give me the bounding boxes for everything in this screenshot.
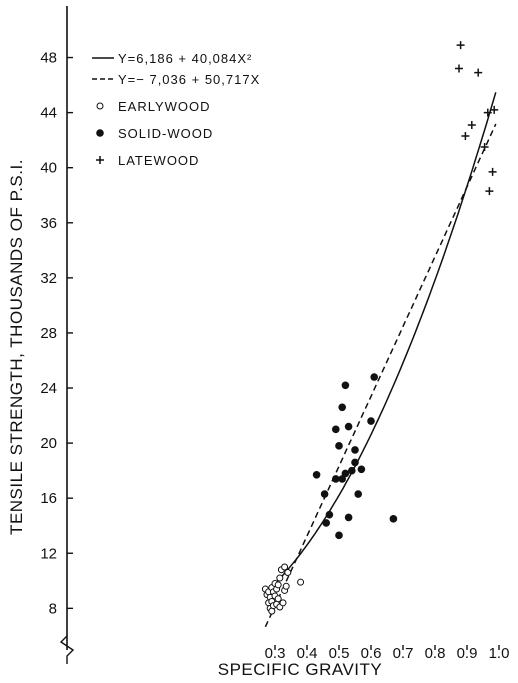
solid-wood-point: [367, 417, 375, 425]
solid-wood-point: [325, 510, 334, 519]
solid-wood-point: [332, 475, 340, 483]
earlywood-point: [274, 581, 282, 589]
x-tick-label: 0.6: [361, 645, 382, 662]
y-tick-label: 28: [40, 325, 57, 342]
y-ticks: 8 12 16 20 24 28 32 36 40 44 48: [40, 50, 73, 617]
series-solid-wood: [312, 373, 398, 540]
y-tick-label: 32: [40, 270, 57, 287]
y-tick-label: 40: [40, 160, 57, 177]
x-axis: 0.3 0.4 0.5 0.6 0.7 0.8 0.9 1.0 SPECIFIC GRAVIT…: [218, 645, 510, 679]
y-tick-label: 12: [40, 545, 57, 562]
solid-wood-point: [322, 519, 331, 527]
solid-wood-point: [354, 490, 363, 498]
solid-wood-point: [341, 381, 350, 390]
y-tick-label: 36: [40, 215, 57, 232]
latewood-point: [456, 41, 465, 50]
earlywood-point: [279, 599, 287, 607]
legend-curve-label: Y=6,186 + 40,084X²: [118, 51, 252, 66]
solid-wood-point: [370, 373, 379, 381]
quadratic-fit-curve: [264, 92, 497, 594]
y-axis-title: TENSILE STRENGTH, THOUSANDS OF P.S.I.: [7, 159, 26, 535]
x-tick-label: 1.0: [489, 645, 510, 662]
solid-wood-point: [341, 469, 350, 478]
latewood-point: [455, 64, 463, 73]
solid-wood-point: [348, 466, 356, 475]
x-tick-label: 0.5: [329, 645, 350, 662]
solid-wood-point: [357, 465, 366, 474]
latewood-point: [467, 121, 476, 130]
legend-marker: [96, 129, 104, 137]
series-earlywood: [261, 563, 305, 615]
latewood-point: [483, 108, 492, 117]
solid-wood-point: [344, 513, 353, 522]
linear-fit-line: [264, 123, 497, 628]
y-tick-label: 24: [40, 380, 57, 397]
legend-marker: [96, 156, 104, 164]
y-tick-label: 16: [40, 490, 57, 507]
solid-wood-point: [351, 458, 359, 467]
series-latewood: [455, 41, 499, 196]
solid-wood-point: [389, 515, 398, 523]
latewood-point: [488, 167, 497, 176]
solid-wood-point: [332, 425, 340, 434]
y-axis: 8 12 16 20 24 28 32 36 40 44 48 TENSILE STRENGTH, …: [7, 6, 75, 664]
x-tick-label: 0.4: [297, 645, 318, 662]
legend: Y=6,186 + 40,084X² Y=− 7,036 + 50,717X EAR…: [92, 51, 260, 168]
solid-wood-point: [335, 531, 343, 540]
y-tick-label: 8: [49, 600, 57, 617]
solid-wood-point: [344, 422, 353, 431]
solid-wood-point: [338, 475, 347, 483]
y-axis-break: [59, 635, 75, 664]
solid-wood-point: [320, 490, 329, 498]
x-tick-label: 0.9: [457, 645, 478, 662]
earlywood-point: [282, 582, 290, 590]
y-tick-label: 20: [40, 435, 57, 452]
latewood-point: [490, 105, 499, 114]
earlywood-point: [297, 578, 305, 586]
legend-marker: [96, 102, 104, 110]
data-markers: [261, 41, 499, 615]
latewood-point: [485, 187, 494, 196]
solid-wood-point: [312, 470, 321, 479]
solid-wood-point: [335, 442, 343, 450]
legend-series-label: EARLYWOOD: [118, 99, 211, 114]
x-ticks: 0.3 0.4 0.5 0.6 0.7 0.8 0.9 1.0: [265, 645, 510, 662]
earlywood-point: [274, 595, 282, 603]
latewood-point: [474, 68, 483, 77]
latewood-point: [480, 143, 489, 152]
x-tick-label: 0.3: [265, 645, 286, 662]
legend-series-label: LATEWOOD: [118, 153, 199, 168]
solid-wood-point: [351, 446, 359, 454]
earlywood-point: [281, 563, 289, 571]
latewood-point: [461, 132, 470, 141]
x-axis-title: SPECIFIC GRAVITY: [218, 660, 383, 679]
solid-wood-point: [338, 403, 347, 412]
fit-curves: [264, 92, 497, 628]
earlywood-point: [276, 574, 284, 582]
earlywood-point: [284, 569, 292, 577]
x-tick-label: 0.8: [425, 645, 446, 662]
y-tick-label: 44: [40, 105, 57, 122]
x-tick-label: 0.7: [393, 645, 414, 662]
legend-curve-label: Y=− 7,036 + 50,717X: [118, 72, 260, 87]
legend-series-label: SOLID-WOOD: [118, 126, 213, 141]
y-tick-label: 48: [40, 50, 57, 67]
